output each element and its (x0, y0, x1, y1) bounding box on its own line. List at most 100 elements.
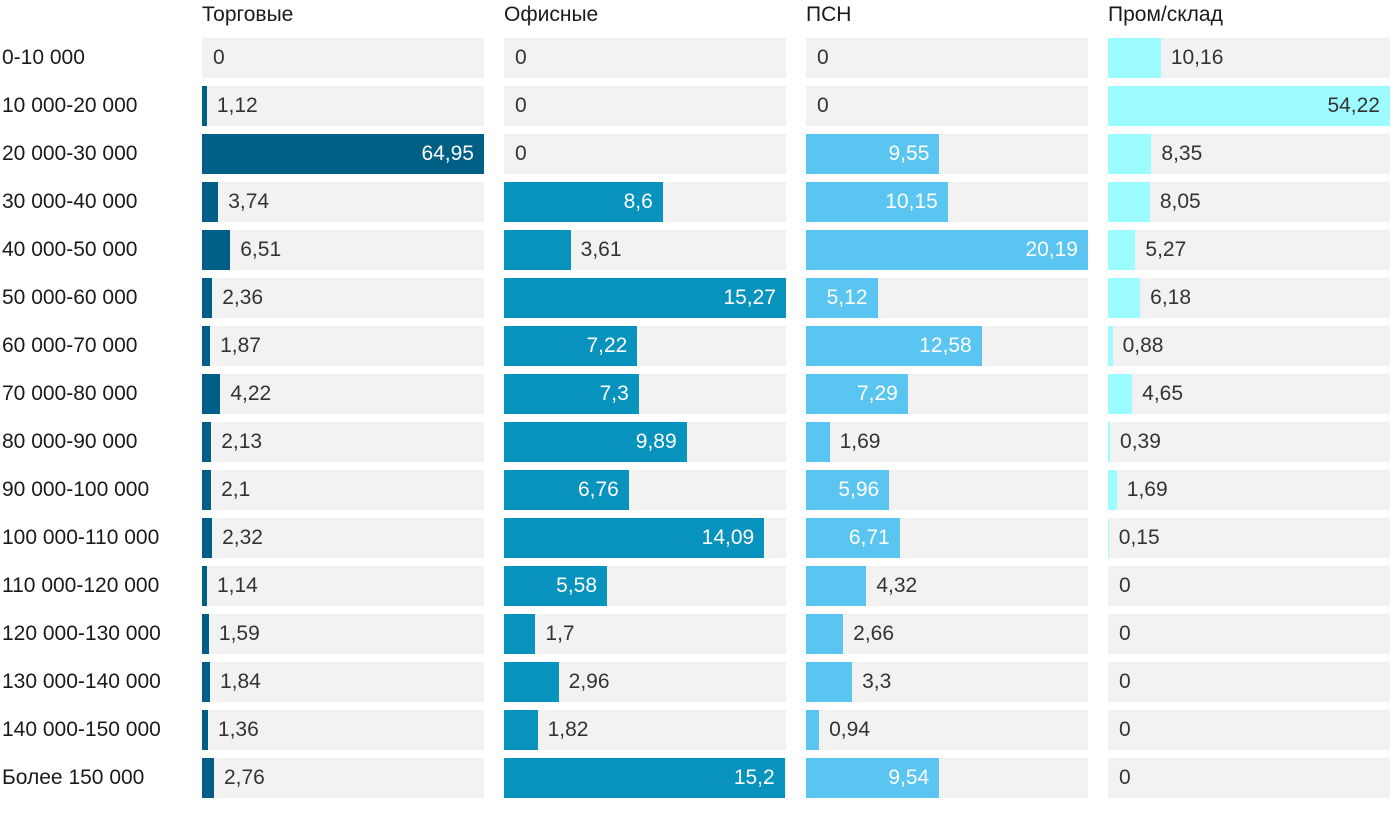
bar-track: 0 (806, 86, 1088, 126)
bar (504, 374, 639, 414)
data-label: 9,55 (888, 142, 930, 165)
data-label: 15,27 (723, 286, 776, 309)
bar-track: 0 (1108, 614, 1390, 654)
data-label: 0 (515, 142, 527, 165)
bar (1108, 38, 1161, 78)
category-label: 70 000-80 000 (2, 382, 138, 405)
data-label: 8,35 (1161, 142, 1203, 165)
bar (1108, 518, 1109, 558)
bar (202, 374, 221, 414)
data-label: 2,76 (223, 766, 265, 789)
bar-track: 2,1 (202, 470, 484, 510)
bar-track: 5,27 (1108, 230, 1390, 270)
data-label: 0 (1119, 670, 1131, 693)
data-label: 6,71 (848, 526, 890, 549)
bar (202, 182, 219, 222)
bar (806, 278, 878, 318)
bar-track: 1,12 (202, 86, 484, 126)
data-label: 0 (817, 46, 829, 69)
data-label: 1,69 (1126, 478, 1168, 501)
data-label: 0 (1119, 718, 1131, 741)
bar-track: 8,05 (1108, 182, 1390, 222)
data-label: 10,16 (1170, 46, 1224, 69)
bar-track: 0,39 (1108, 422, 1390, 462)
category-label: 0-10 000 (2, 46, 85, 69)
bar-track: 6,18 (1108, 278, 1390, 318)
bar-track: 0 (1108, 662, 1390, 702)
data-label: 3,61 (580, 238, 622, 261)
category-label: 100 000-110 000 (2, 526, 160, 549)
bar (806, 518, 900, 558)
bar-track: 5,96 (806, 470, 1088, 510)
bar-track: 2,36 (202, 278, 484, 318)
bar (806, 566, 867, 606)
bar-track: 4,32 (806, 566, 1088, 606)
bar-track: 5,12 (806, 278, 1088, 318)
data-label: 4,32 (876, 574, 918, 597)
data-label: 0 (817, 94, 829, 117)
category-label: 60 000-70 000 (2, 334, 138, 357)
data-label: 5,58 (556, 574, 598, 597)
data-label: 64,95 (421, 142, 474, 165)
bar-track: 3,74 (202, 182, 484, 222)
bar-track: 2,76 (202, 758, 484, 798)
series-title: Офисные (504, 3, 599, 26)
bar (202, 326, 211, 366)
bar-track: 2,96 (504, 662, 786, 702)
bar-track: 1,87 (202, 326, 484, 366)
bar-track: 2,13 (202, 422, 484, 462)
data-label: 9,89 (635, 430, 677, 453)
bar (202, 566, 207, 606)
bar (806, 230, 1088, 270)
bar-track: 15,27 (504, 278, 786, 318)
bar (202, 86, 207, 126)
data-label: 1,14 (216, 574, 258, 597)
bar-track: 1,59 (202, 614, 484, 654)
bar (202, 278, 213, 318)
data-label: 1,87 (220, 334, 261, 357)
bar (504, 758, 785, 798)
data-label: 0,94 (829, 718, 870, 741)
bar-track: 2,32 (202, 518, 484, 558)
data-label: 6,76 (577, 478, 619, 501)
bar-track: 1,69 (1108, 470, 1390, 510)
bar-track: 1,7 (504, 614, 786, 654)
bar (504, 182, 663, 222)
bar-track: 4,65 (1108, 374, 1390, 414)
data-label: 1,36 (217, 718, 259, 741)
data-label: 2,1 (221, 478, 251, 501)
bar (806, 182, 948, 222)
bar-track: 0 (504, 38, 786, 78)
data-label: 1,69 (839, 430, 881, 453)
bar (1108, 470, 1117, 510)
bar (504, 566, 608, 606)
bar (806, 470, 890, 510)
data-label: 2,96 (568, 670, 610, 693)
category-label: 20 000-30 000 (2, 142, 138, 165)
data-label: 12,58 (919, 334, 972, 357)
data-label: 7,3 (599, 382, 629, 405)
category-label: 140 000-150 000 (2, 718, 161, 741)
bar (202, 134, 484, 174)
bar-track: 1,36 (202, 710, 484, 750)
bar-track: 7,3 (504, 374, 786, 414)
category-label: 120 000-130 000 (2, 622, 161, 645)
bar (202, 710, 208, 750)
category-label: 30 000-40 000 (2, 190, 138, 213)
bar (504, 230, 571, 270)
bar-track: 1,69 (806, 422, 1088, 462)
data-label: 54,22 (1327, 94, 1380, 117)
bar (806, 710, 820, 750)
bar-track: 10,16 (1108, 38, 1390, 78)
bar (504, 278, 786, 318)
data-label: 0,15 (1118, 526, 1160, 549)
data-label: 2,66 (853, 622, 895, 645)
series-title: Пром/склад (1108, 3, 1223, 26)
bar (202, 470, 212, 510)
bar-track: 1,82 (504, 710, 786, 750)
data-label: 3,74 (228, 190, 270, 213)
data-label: 0 (1119, 622, 1131, 645)
bar (504, 614, 536, 654)
bar-track: 0,15 (1108, 518, 1390, 558)
bar-track: 7,22 (504, 326, 786, 366)
